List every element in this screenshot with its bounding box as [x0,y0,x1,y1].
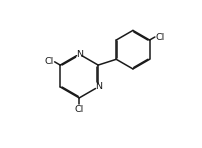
Text: N: N [94,82,101,91]
Text: Cl: Cl [74,105,83,114]
Text: Cl: Cl [44,57,53,66]
Text: N: N [75,50,82,59]
Text: Cl: Cl [155,33,164,41]
